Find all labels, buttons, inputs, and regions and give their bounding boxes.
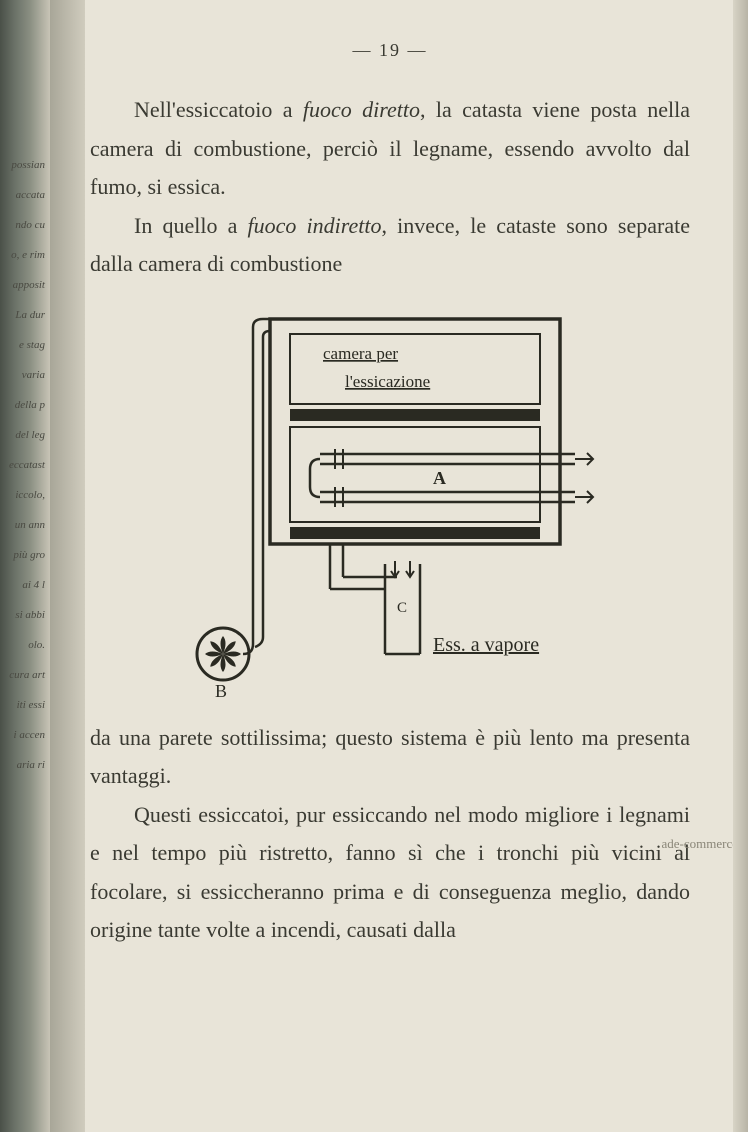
fragment: un ann: [0, 510, 48, 540]
diagram-label-camera-1: camera per: [323, 344, 398, 363]
fragment: accata: [0, 180, 48, 210]
fragment: olo.: [0, 630, 48, 660]
fragment: ai 4 l: [0, 570, 48, 600]
fragment: iccolo,: [0, 480, 48, 510]
fragment: ndo cu: [0, 210, 48, 240]
paragraph-3: da una parete sottilissima; questo siste…: [90, 719, 690, 796]
diagram-label-c: C: [397, 600, 407, 616]
page-right-edge: [733, 0, 748, 1132]
diagram-label-b: B: [215, 681, 227, 699]
fragment: possian: [0, 150, 48, 180]
fragment: del leg: [0, 420, 48, 450]
fragment: aria ri: [0, 750, 48, 780]
fragment: La dur: [0, 300, 48, 330]
fragment: cura art: [0, 660, 48, 690]
paragraph-2: In quello a fuoco indiretto, invece, le …: [90, 207, 690, 284]
paragraph-4: Questi essiccatoi, pur essiccando nel mo…: [90, 796, 690, 950]
diagram-label-ess: Ess. a vapore: [433, 634, 539, 656]
fragment: i accen: [0, 720, 48, 750]
fragment: della p: [0, 390, 48, 420]
text-run: In quello a: [134, 213, 248, 238]
text-run: Nell'essiccatoio a: [134, 97, 303, 122]
fragment: apposit: [0, 270, 48, 300]
diagram-label-camera-2: l'essicazione: [345, 372, 430, 391]
fragment: e stag: [0, 330, 48, 360]
italic-term: fuoco indiretto: [248, 213, 382, 238]
fragment: o, e rim: [0, 240, 48, 270]
paragraph-1: Nell'essiccatoio a fuoco diretto, la cat…: [90, 91, 690, 207]
page-content: — 19 — Nell'essiccatoio a fuoco diretto,…: [90, 40, 690, 950]
fragment: si abbi: [0, 600, 48, 630]
previous-page-edge-text: possian accata ndo cu o, e rim apposit L…: [0, 150, 48, 780]
italic-term: fuoco diretto: [303, 97, 420, 122]
page-number: — 19 —: [90, 40, 690, 61]
diagram-label-a: A: [433, 468, 446, 488]
fragment: varia: [0, 360, 48, 390]
fragment: eccatast: [0, 450, 48, 480]
fragment: più gro: [0, 540, 48, 570]
watermark: ade-commerce: [661, 836, 738, 852]
fragment: iti essi: [0, 690, 48, 720]
essiccatoio-diagram: camera per l'essicazione A B C Ess. a va…: [175, 309, 605, 699]
page-inner-shadow: [50, 0, 85, 1132]
